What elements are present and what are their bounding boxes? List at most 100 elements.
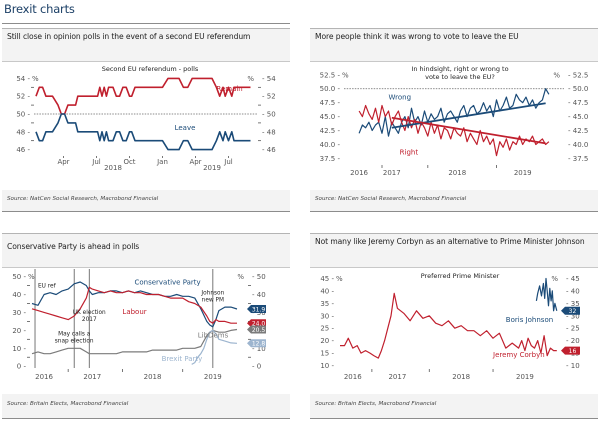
x-tick-label: 2017	[83, 373, 101, 381]
panel-referendum-polls: Still close in opinion polls in the even…	[2, 28, 290, 212]
y-tick-label-left: 54 -	[16, 75, 30, 83]
y-tick-label-right: - 47.5	[568, 99, 588, 107]
y-tick-label-left: 50.0 -	[320, 85, 341, 93]
event-label: new PM	[202, 298, 224, 304]
chart-area: 37.5 - - 37.5 40.0 - - 40.0 42.5 - - 42.5 45.0…	[310, 62, 598, 190]
y-tick-label-left: 30 -	[12, 309, 26, 317]
y-unit-left: %	[342, 71, 349, 79]
y-tick-label-right: - 25	[566, 325, 580, 333]
series-label-libdems: LibDems	[198, 332, 229, 340]
event-label: EU ref	[38, 283, 57, 289]
chart-title: Preferred Prime Minister	[421, 272, 500, 280]
y-tick-label-left: 48 -	[16, 128, 30, 136]
source-note: Source: NatCen Social Research, Macrobon…	[7, 196, 159, 202]
y-tick-label-left: 15 -	[320, 350, 334, 358]
series-line-labour	[31, 286, 237, 324]
panel-top-rule	[2, 233, 290, 234]
end-value-badge	[561, 346, 580, 355]
series-label-remain: Remain	[216, 85, 242, 93]
panel-divider	[2, 61, 290, 62]
panel-title: More people think it was wrong to vote t…	[315, 32, 519, 41]
series-line-leave	[35, 113, 251, 151]
y-tick-label-right: - 48	[262, 128, 276, 136]
x-tick-label: Jan	[156, 158, 168, 166]
panel-bottom-rule	[2, 211, 290, 212]
panel-top-rule	[2, 28, 290, 29]
event-label: May calls a	[58, 332, 91, 338]
series-label-labour: Labour	[122, 308, 146, 316]
event-label: UK election	[73, 310, 106, 316]
page-title-rule	[2, 23, 290, 24]
x-tick-label: 2018	[448, 169, 466, 177]
y-tick-label-left: 10 -	[320, 362, 334, 370]
y-tick-label-left: 35 -	[320, 300, 334, 308]
y-tick-label-left: 37.5 -	[320, 155, 341, 163]
y-unit-left: %	[32, 75, 39, 83]
y-tick-label-left: 10 -	[12, 345, 26, 353]
y-tick-label-right: - 20	[566, 337, 580, 345]
event-label: Johnson	[200, 291, 224, 297]
y-tick-label-left: 42.5 -	[320, 127, 341, 135]
y-unit-left: %	[336, 275, 343, 283]
y-tick-label-left: 45 -	[320, 275, 334, 283]
chart-area: 46 - - 46 48 - - 48 50 - - 50 52 - - 52 54 - - 54…	[2, 62, 290, 190]
series-line-boris-johnson	[535, 277, 558, 312]
series-label-wrong: Wrong	[389, 93, 412, 101]
x-tick-label: 2016	[344, 373, 362, 381]
panel-preferred-pm: Not many like Jeremy Corbyn as an altern…	[310, 233, 598, 419]
y-tick-label-right: - 30	[566, 312, 580, 320]
y-tick-label-left: 20 -	[320, 337, 334, 345]
series-label-leave: Leave	[175, 124, 196, 132]
x-tick-label: 2019	[516, 373, 534, 381]
event-label: snap election	[55, 339, 94, 345]
trend-line	[391, 102, 546, 129]
y-tick-label-right: - 37.5	[568, 155, 588, 163]
series-label-conservative-party: Conservative Party	[134, 279, 200, 287]
y-tick-label-left: 47.5 -	[320, 99, 341, 107]
panel-divider	[2, 267, 290, 268]
y-tick-label-left: 40.0 -	[320, 141, 341, 149]
y-tick-label-right: - 46	[262, 146, 276, 154]
y-tick-label-left: 52.5 -	[320, 71, 341, 79]
series-label-right: Right	[400, 149, 419, 157]
x-tick-label: 2019	[514, 169, 532, 177]
source-note: Source: Britain Elects, Macrobond Financ…	[7, 401, 129, 407]
y-unit-right: %	[247, 75, 254, 83]
y-tick-label-right: - 50	[262, 111, 276, 119]
panel-title: Still close in opinion polls in the even…	[7, 32, 251, 41]
y-tick-label-right: - 0	[252, 363, 261, 371]
end-value-label: 32	[569, 308, 577, 315]
chart-title: vote to leave the EU?	[425, 73, 495, 81]
panel-right-or-wrong: More people think it was wrong to vote t…	[310, 28, 598, 212]
y-tick-label-left: 40 -	[12, 291, 26, 299]
y-tick-label-right: - 52.5	[568, 71, 588, 79]
y-tick-label-right: - 40.0	[568, 141, 588, 149]
x-tick-label: 2016	[350, 169, 368, 177]
chart-title: Second EU referendum - polls	[102, 65, 199, 73]
end-value-label: 31.9	[252, 306, 266, 313]
panel-top-rule	[310, 233, 598, 234]
series-line-jeremy-corbyn	[340, 292, 557, 359]
panel-title: Conservative Party is ahead in polls	[7, 242, 140, 251]
y-tick-label-left: 50 -	[12, 273, 26, 281]
panel-divider	[310, 267, 598, 268]
series-label-brexit-party: Brexit Party	[162, 355, 203, 363]
x-tick-label: 2018	[144, 373, 162, 381]
y-tick-label-left: 30 -	[320, 312, 334, 320]
x-tick-label: Jul	[91, 158, 101, 166]
end-value-label: 16	[569, 348, 577, 355]
x-tick-label: Oct	[123, 158, 135, 166]
panel-bottom-rule	[310, 211, 598, 212]
y-tick-label-left: 50 -	[16, 111, 30, 119]
x-year-label: 2019	[203, 164, 221, 172]
y-tick-label-right: - 45	[566, 275, 580, 283]
end-value-badge	[561, 306, 580, 315]
y-tick-label-right: - 50	[252, 273, 266, 281]
chart-title: In hindsight, right or wrong to	[411, 65, 508, 73]
x-year-label: 2018	[104, 164, 122, 172]
y-unit-right: %	[551, 275, 558, 283]
y-tick-label-right: - 52	[262, 93, 276, 101]
